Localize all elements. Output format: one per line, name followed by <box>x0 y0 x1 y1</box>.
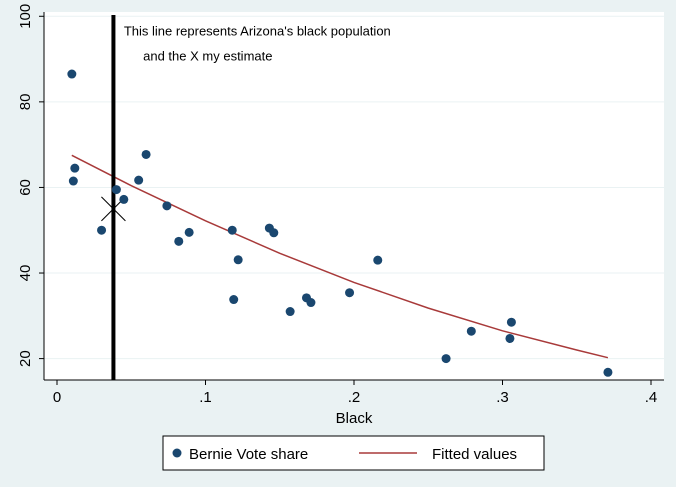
scatter-point <box>67 69 77 79</box>
scatter-point <box>70 163 80 173</box>
legend: Bernie Vote share Fitted values <box>162 435 545 471</box>
scatter-point <box>345 288 355 298</box>
scatter-point <box>466 326 476 336</box>
scatter-points <box>67 69 613 377</box>
axes: 20 40 60 80 100 0 .1 .2 .3 .4 <box>17 4 664 406</box>
scatter-point <box>227 225 237 235</box>
annotations: This line represents Arizona's black pop… <box>124 24 391 64</box>
annotation-line-1: This line represents Arizona's black pop… <box>124 24 391 39</box>
legend-label-bernie-vote-share: Bernie Vote share <box>189 446 308 463</box>
scatter-point <box>233 255 243 265</box>
fitted-values-line <box>71 154 609 359</box>
y-tick-label-80: 80 <box>17 94 34 111</box>
scatter-point <box>119 194 129 204</box>
y-tick-label-100: 100 <box>17 4 34 29</box>
scatter-point <box>97 225 107 235</box>
x-tick-label-.4: .4 <box>645 389 658 406</box>
fitted-line-layer <box>71 154 609 359</box>
grid-lines <box>44 15 664 360</box>
scatter-point <box>134 175 144 185</box>
plot-area <box>44 12 664 380</box>
scatter-point <box>269 228 279 238</box>
scatter-point <box>174 236 184 246</box>
legend-label-fitted-values: Fitted values <box>432 446 517 463</box>
y-tick-label-20: 20 <box>17 350 34 367</box>
x-tick-label-0: 0 <box>53 389 61 406</box>
scatter-point <box>285 307 295 317</box>
legend-box <box>162 435 545 471</box>
scatter-point <box>141 149 151 159</box>
scatter-point <box>441 354 451 364</box>
annotation-line-2: and the X my estimate <box>143 48 272 63</box>
x-axis-title: Black <box>336 410 373 427</box>
x-tick-label-.2: .2 <box>348 389 361 406</box>
y-tick-label-60: 60 <box>17 179 34 196</box>
scatter-point <box>373 255 383 265</box>
scatter-point <box>506 317 516 327</box>
scatter-point <box>229 295 239 305</box>
scatter-point <box>184 227 194 237</box>
scatter-point <box>162 201 172 211</box>
scatter-point <box>603 367 613 377</box>
scatter-point <box>306 298 316 308</box>
scatter-point <box>505 333 515 343</box>
scatter-point <box>111 185 121 195</box>
x-tick-label-.1: .1 <box>199 389 212 406</box>
scatter-point <box>68 176 78 186</box>
y-tick-label-40: 40 <box>17 265 34 282</box>
legend-marker-scatter <box>172 448 182 458</box>
x-tick-label-.3: .3 <box>496 389 509 406</box>
